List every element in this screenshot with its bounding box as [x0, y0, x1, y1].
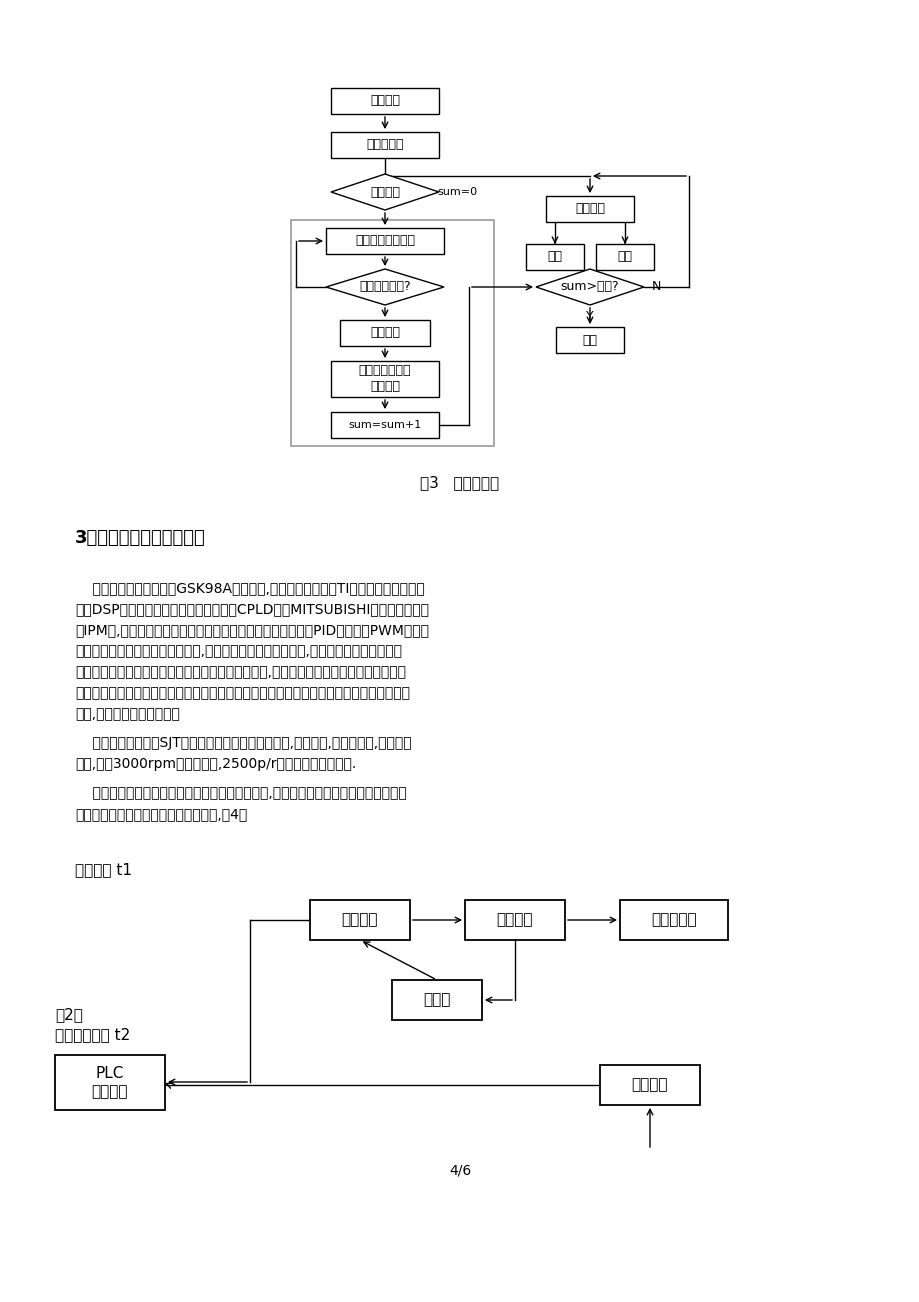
Text: 出料时间 t1: 出料时间 t1	[75, 862, 131, 878]
Bar	[526, 243, 584, 270]
Text: 拾刀信号: 拾刀信号	[631, 1078, 667, 1092]
Text: 拾刀下刀时间 t2: 拾刀下刀时间 t2	[55, 1027, 130, 1043]
Bar	[340, 320, 429, 346]
Text: Y: Y	[585, 310, 593, 323]
Text: 自动方式: 自动方式	[369, 185, 400, 198]
Bar	[619, 900, 727, 940]
Text: 能力,具有3000rpm的额定转速,2500p/r的码盘反馈脉冲精度.: 能力,具有3000rpm的额定转速,2500p/r的码盘反馈脉冲精度.	[75, 756, 356, 771]
Text: 调试: 调试	[547, 250, 562, 263]
Bar	[325, 228, 444, 254]
Bar	[55, 1055, 165, 1111]
Text: 伺服驱动: 伺服驱动	[341, 913, 378, 927]
Text: sum>总量?: sum>总量?	[560, 280, 618, 293]
Text: 图3   控制流程图: 图3 控制流程图	[420, 475, 499, 491]
Bar	[331, 411, 438, 437]
Bar	[331, 361, 438, 397]
Text: 送料是否完毕?: 送料是否完毕?	[358, 280, 411, 293]
Text: 本机只需使用一套伺服系统就能完成其主要功能,伺服的控制性能反映了该类产品的控: 本机只需使用一套伺服系统就能完成其主要功能,伺服的控制性能反映了该类产品的控	[75, 786, 406, 799]
Text: 出料辊出料: 出料辊出料	[651, 913, 696, 927]
Text: 送料变频设备工作: 送料变频设备工作	[355, 234, 414, 247]
Text: 所采用伺服电机为SJT系列的三相永磁同步伺服电机,宽调速比,恒转矩输出,三倍过载: 所采用伺服电机为SJT系列的三相永磁同步伺服电机,宽调速比,恒转矩输出,三倍过载	[75, 736, 411, 750]
Text: PLC
控制信号: PLC 控制信号	[92, 1066, 128, 1099]
Text: 单元具备标准位置控制与速度控制,可接收脉冲信号及模拟信号,脉冲信号兼容脉冲方向信: 单元具备标准位置控制与速度控制,可接收脉冲信号及模拟信号,脉冲信号兼容脉冲方向信	[75, 644, 402, 658]
Text: N: N	[651, 280, 660, 293]
Bar	[555, 327, 623, 353]
Text: 设备上电: 设备上电	[369, 95, 400, 108]
Text: 维修: 维修	[617, 250, 632, 263]
Text: 编码器: 编码器	[423, 992, 450, 1008]
Polygon shape	[536, 270, 643, 305]
Polygon shape	[325, 270, 444, 305]
Text: 理器DSP为核心、大规模可编程门阵列〔CPLD〕和MITSUBISHI智能化功率模块: 理器DSP为核心、大规模可编程门阵列〔CPLD〕和MITSUBISHI智能化功率…	[75, 602, 428, 616]
Text: sum=0: sum=0	[437, 187, 477, 197]
Text: 〔IPM〕,集成度高、体积小、保护完善、可靠性好。采用最优PID算法完成PWM。驱动: 〔IPM〕,集成度高、体积小、保护完善、可靠性好。采用最优PID算法完成PWM。…	[75, 622, 428, 637]
Bar	[596, 243, 653, 270]
Text: 4/6: 4/6	[448, 1163, 471, 1177]
Text: 制质量。伺服系统与主变频装置的关系,图4：: 制质量。伺服系统与主变频装置的关系,图4：	[75, 807, 247, 822]
Text: 手动方式: 手动方式	[574, 203, 605, 216]
Bar	[599, 1065, 699, 1105]
Bar	[310, 900, 410, 940]
Polygon shape	[331, 174, 438, 210]
Text: 本机采用的伺服系统为GSK98A系列伺服,驱动单元采用美国TI公司最新数字信号处: 本机采用的伺服系统为GSK98A系列伺服,驱动单元采用美国TI公司最新数字信号处	[75, 581, 425, 595]
Bar	[290, 220, 494, 447]
Text: 报警: 报警	[582, 333, 596, 346]
Text: 压欠压、过流、过载、制动异常、编码器异常、控制电源异常、位置超差等多项在线检测与: 压欠压、过流、过载、制动异常、编码器异常、控制电源异常、位置超差等多项在线检测与	[75, 686, 410, 700]
Text: 切刀和封刀动作
胶袋形成: 切刀和封刀动作 胶袋形成	[358, 365, 411, 393]
Text: 封刀处加热: 封刀处加热	[366, 138, 403, 151]
Bar	[331, 89, 438, 115]
Text: 〔2〕: 〔2〕	[55, 1008, 83, 1022]
Bar	[464, 900, 564, 940]
Bar	[331, 132, 438, 158]
Bar	[545, 197, 633, 223]
Text: 3伺服系统应用与控制原理: 3伺服系统应用与控制原理	[75, 529, 206, 547]
Text: 号与正反脉冲信号两种。由于采用成熟智能功率模块,驱动单元具备了控制超速、主电源过: 号与正反脉冲信号两种。由于采用成熟智能功率模块,驱动单元具备了控制超速、主电源过	[75, 665, 405, 680]
Text: 伺服电机: 伺服电机	[496, 913, 533, 927]
Text: 诊断,使控制过程一目了然。: 诊断,使控制过程一目了然。	[75, 707, 180, 721]
Bar	[391, 980, 482, 1019]
Text: 停止送料: 停止送料	[369, 327, 400, 340]
Text: sum=sum+1: sum=sum+1	[348, 421, 421, 430]
